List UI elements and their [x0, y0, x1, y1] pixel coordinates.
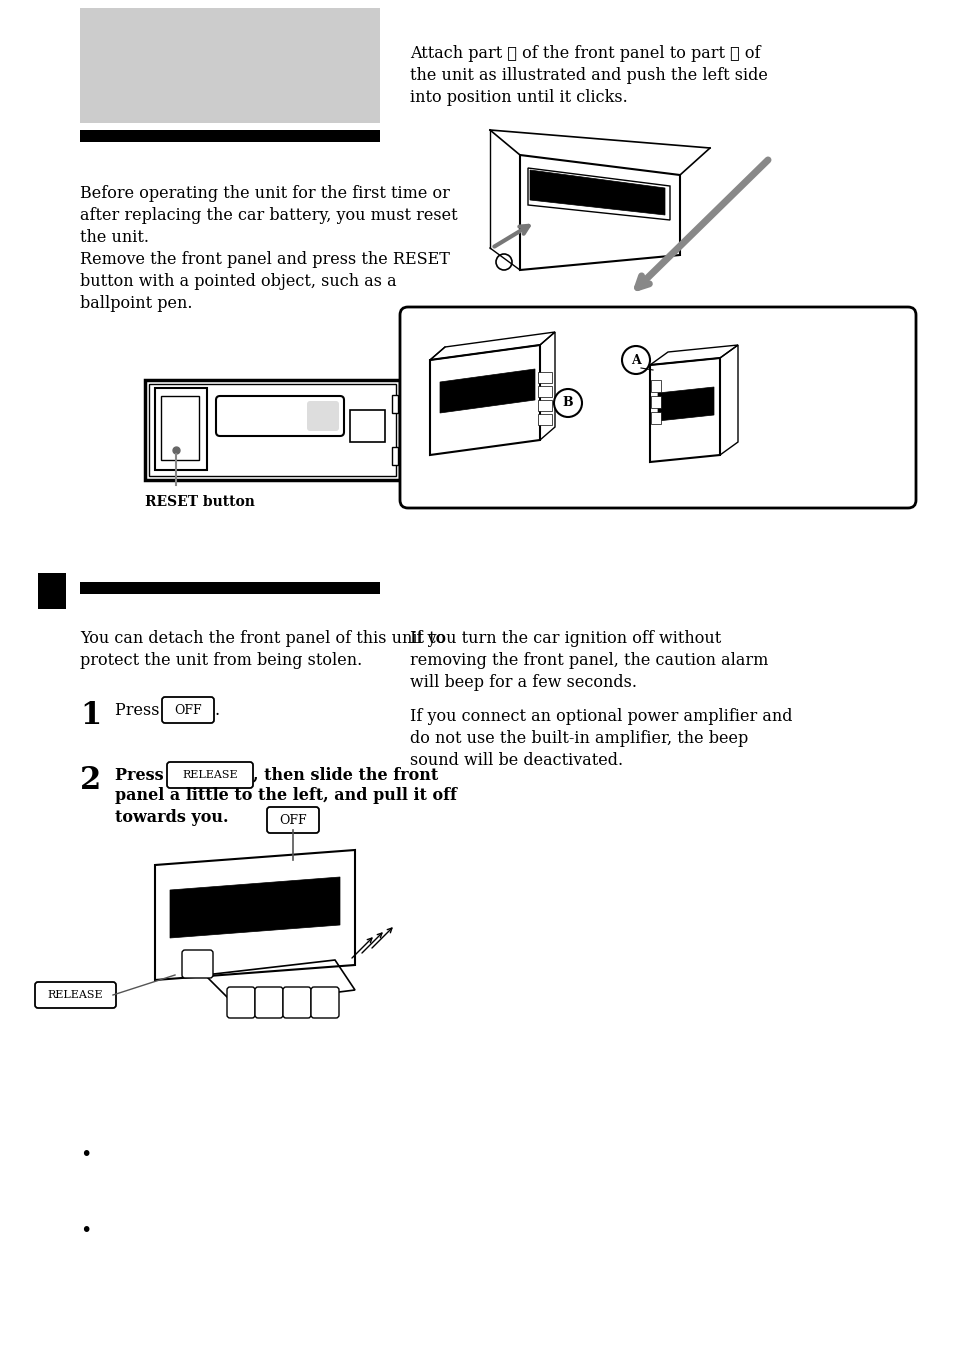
Bar — [161, 396, 199, 460]
Bar — [38, 573, 66, 608]
Text: OFF: OFF — [279, 814, 307, 826]
Text: towards you.: towards you. — [115, 808, 229, 826]
Text: RELEASE: RELEASE — [182, 771, 237, 780]
Bar — [650, 396, 660, 408]
Text: 1: 1 — [80, 700, 101, 731]
FancyBboxPatch shape — [162, 698, 213, 723]
FancyBboxPatch shape — [283, 987, 311, 1018]
Bar — [149, 384, 395, 476]
Text: B: B — [562, 396, 573, 410]
Bar — [537, 372, 552, 383]
FancyBboxPatch shape — [215, 396, 344, 435]
Text: Before operating the unit for the first time or: Before operating the unit for the first … — [80, 185, 450, 201]
Text: If you connect an optional power amplifier and: If you connect an optional power amplifi… — [410, 708, 792, 725]
Text: sound will be deactivated.: sound will be deactivated. — [410, 752, 622, 769]
Bar — [80, 8, 379, 123]
FancyBboxPatch shape — [267, 807, 318, 833]
Circle shape — [554, 389, 581, 416]
Text: Attach part Ⓐ of the front panel to part Ⓑ of: Attach part Ⓐ of the front panel to part… — [410, 45, 760, 62]
Text: Press: Press — [115, 702, 165, 719]
Text: button with a pointed object, such as a: button with a pointed object, such as a — [80, 273, 396, 289]
Text: •: • — [80, 1145, 91, 1164]
Bar — [537, 387, 552, 397]
Text: ballpoint pen.: ballpoint pen. — [80, 295, 193, 312]
Bar — [650, 380, 660, 392]
Bar — [392, 448, 397, 465]
Bar — [154, 388, 207, 470]
Bar — [537, 400, 552, 411]
Text: RESET button: RESET button — [145, 495, 254, 508]
Text: into position until it clicks.: into position until it clicks. — [410, 89, 627, 105]
FancyBboxPatch shape — [227, 987, 254, 1018]
Polygon shape — [439, 369, 535, 412]
Bar — [650, 412, 660, 425]
FancyBboxPatch shape — [182, 950, 213, 977]
Bar — [80, 130, 379, 142]
Text: Remove the front panel and press the RESET: Remove the front panel and press the RES… — [80, 251, 450, 268]
Text: will beep for a few seconds.: will beep for a few seconds. — [410, 675, 637, 691]
Text: do not use the built-in amplifier, the beep: do not use the built-in amplifier, the b… — [410, 730, 747, 748]
Polygon shape — [170, 877, 339, 938]
FancyBboxPatch shape — [307, 402, 338, 431]
FancyBboxPatch shape — [311, 987, 338, 1018]
Polygon shape — [530, 170, 664, 215]
Bar — [145, 380, 399, 480]
Text: protect the unit from being stolen.: protect the unit from being stolen. — [80, 652, 362, 669]
Bar — [392, 395, 397, 412]
Text: 2: 2 — [80, 765, 101, 796]
Bar — [537, 414, 552, 425]
FancyBboxPatch shape — [254, 987, 283, 1018]
Text: removing the front panel, the caution alarm: removing the front panel, the caution al… — [410, 652, 767, 669]
Bar — [80, 581, 379, 594]
Text: You can detach the front panel of this unit to: You can detach the front panel of this u… — [80, 630, 445, 648]
Polygon shape — [658, 387, 713, 420]
Text: the unit.: the unit. — [80, 228, 149, 246]
Text: , then slide the front: , then slide the front — [253, 767, 437, 784]
FancyBboxPatch shape — [399, 307, 915, 508]
Text: panel a little to the left, and pull it off: panel a little to the left, and pull it … — [115, 787, 456, 804]
Text: Press: Press — [115, 767, 169, 784]
Text: •: • — [80, 1221, 91, 1240]
Text: RELEASE: RELEASE — [47, 990, 103, 1000]
FancyBboxPatch shape — [35, 982, 116, 1009]
Text: OFF: OFF — [174, 703, 202, 717]
Text: If you turn the car ignition off without: If you turn the car ignition off without — [410, 630, 720, 648]
Text: A: A — [631, 353, 640, 366]
Text: .: . — [214, 702, 220, 719]
Text: after replacing the car battery, you must reset: after replacing the car battery, you mus… — [80, 207, 457, 224]
Bar — [350, 410, 385, 442]
FancyBboxPatch shape — [167, 763, 253, 788]
Text: the unit as illustrated and push the left side: the unit as illustrated and push the lef… — [410, 68, 767, 84]
Circle shape — [621, 346, 649, 375]
